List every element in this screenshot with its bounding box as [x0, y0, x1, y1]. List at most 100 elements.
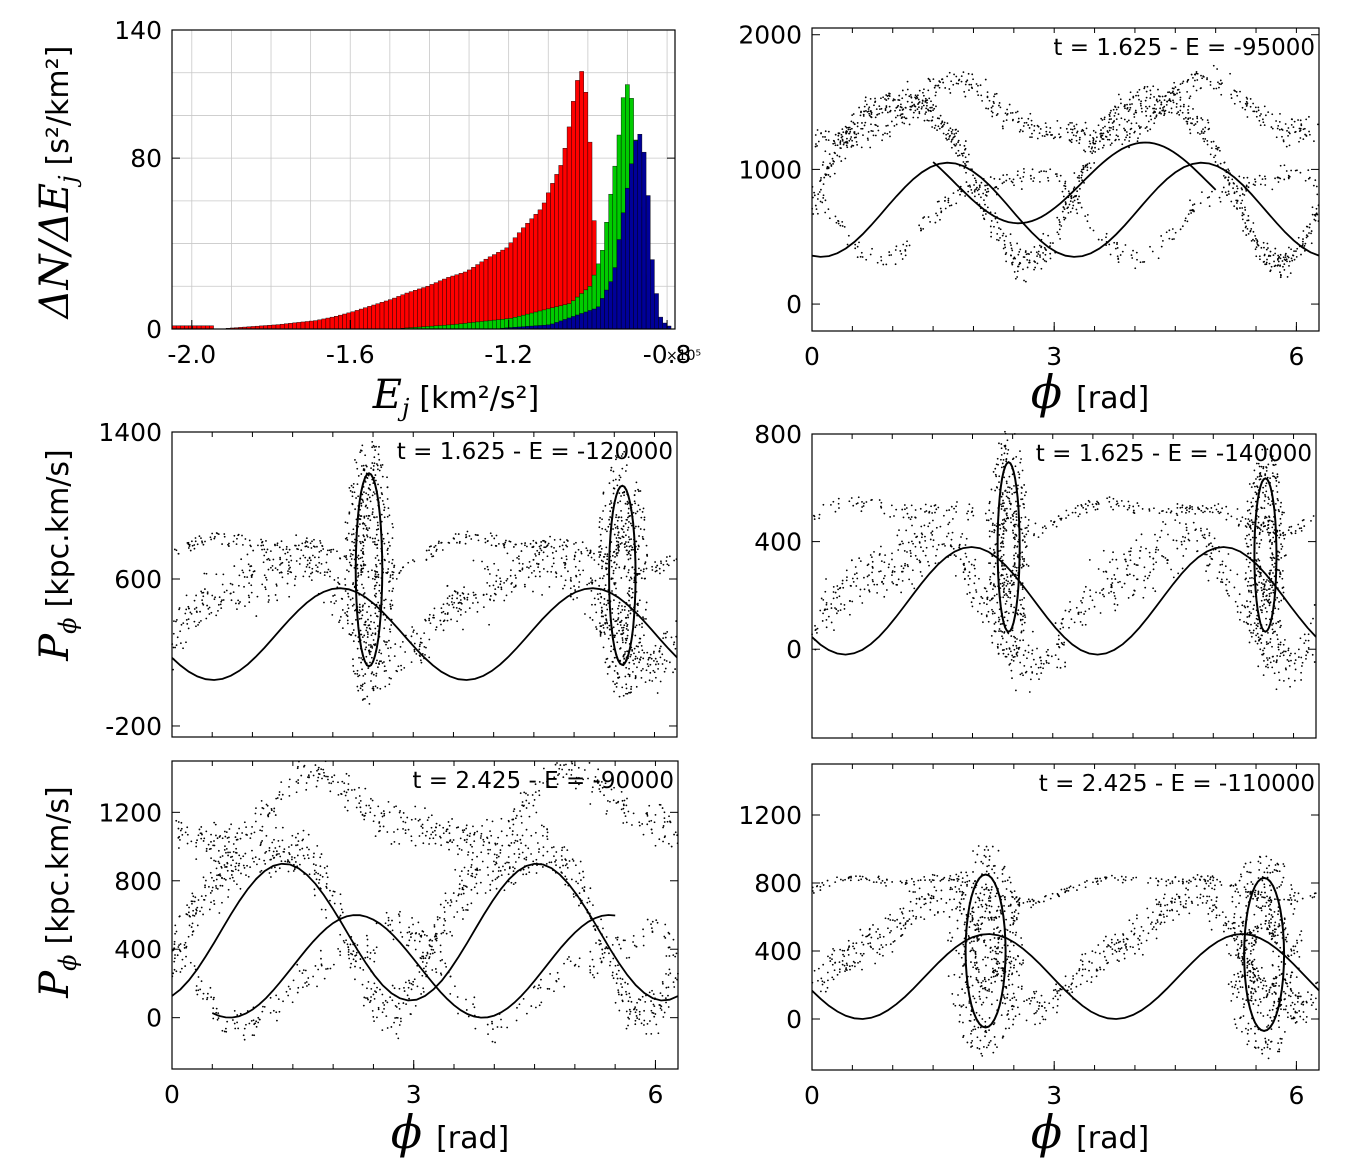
phase-point: [1044, 122, 1047, 125]
phase-point: [1305, 234, 1308, 237]
phase-point: [1170, 510, 1173, 513]
phase-point: [1317, 123, 1319, 126]
phase-point: [1072, 204, 1075, 207]
phase-point: [642, 570, 645, 573]
phase-point: [1279, 112, 1281, 115]
phase-point: [834, 591, 837, 594]
phase-point: [505, 579, 508, 582]
histogram-bar: [496, 252, 501, 330]
phase-point: [1277, 124, 1280, 127]
phase-point: [998, 178, 1001, 181]
phase-point: [921, 102, 924, 105]
phase-point: [663, 632, 665, 635]
island-point: [612, 492, 615, 495]
phase-point: [922, 104, 925, 107]
phase-point: [505, 539, 507, 542]
phase-point: [837, 497, 840, 500]
phase-point: [1287, 127, 1290, 129]
phase-point: [361, 636, 364, 639]
phase-point: [1210, 141, 1213, 143]
island-point: [610, 466, 613, 469]
phase-point: [1102, 587, 1105, 590]
phase-point: [1139, 133, 1141, 135]
phase-point: [1283, 650, 1285, 653]
phase-point: [205, 572, 208, 575]
island-point: [610, 469, 612, 472]
phase-point: [454, 533, 457, 535]
phase-point: [364, 564, 367, 566]
phase-point: [330, 548, 333, 551]
phase-point: [333, 594, 336, 597]
island-point: [622, 536, 625, 539]
phase-point: [555, 572, 558, 575]
island-point: [376, 554, 379, 557]
island-point: [366, 529, 369, 532]
island-point: [354, 609, 356, 612]
phase-point: [1030, 251, 1032, 254]
phase-point: [1209, 80, 1212, 83]
phase-point: [1242, 213, 1245, 216]
histogram-bar: [446, 324, 451, 330]
island-point: [613, 583, 616, 586]
ytick-label: 2000: [738, 21, 802, 50]
phase-point: [1187, 118, 1190, 121]
phase-point: [851, 577, 854, 580]
phase-point: [1022, 654, 1025, 656]
island-point: [362, 674, 365, 677]
phase-point: [1143, 87, 1146, 90]
phase-point: [1194, 79, 1196, 82]
island-point: [1000, 447, 1003, 450]
phase-point: [244, 538, 247, 540]
island-point: [639, 658, 641, 661]
phase-point: [895, 508, 898, 511]
phase-point: [217, 603, 220, 606]
phase-point: [275, 583, 278, 586]
phase-point: [655, 569, 658, 572]
phase-point: [653, 650, 655, 653]
island-point: [606, 626, 609, 629]
phase-point: [1078, 195, 1080, 198]
phase-point: [919, 561, 921, 564]
phase-point: [911, 104, 914, 107]
phase-point: [1041, 532, 1044, 534]
island-point: [641, 511, 644, 513]
phase-point: [1293, 679, 1296, 682]
island-point: [625, 534, 627, 537]
phase-point: [830, 603, 833, 605]
island-point: [360, 661, 362, 664]
phase-point: [566, 545, 569, 548]
island-point: [642, 507, 645, 510]
phase-point: [834, 133, 837, 136]
phase-point: [289, 570, 292, 573]
phase-point: [857, 132, 860, 135]
phase-point: [419, 659, 422, 662]
phase-point: [642, 668, 644, 670]
phase-point: [844, 157, 847, 160]
island-point: [616, 554, 618, 557]
phase-point: [931, 126, 934, 128]
phase-point: [1262, 674, 1265, 677]
island-point: [627, 558, 630, 561]
island-point: [608, 503, 611, 506]
phase-point: [985, 615, 988, 618]
phase-point: [1276, 127, 1279, 130]
island-point: [371, 446, 374, 449]
phase-point: [983, 218, 986, 221]
phase-point: [918, 89, 921, 92]
ytick-label: 1400: [98, 418, 162, 447]
phase-point: [1281, 260, 1284, 262]
island-point: [389, 630, 392, 633]
phase-point: [1273, 265, 1276, 268]
phase-point: [845, 579, 848, 582]
phase-point: [1112, 497, 1115, 500]
phase-point: [856, 245, 859, 248]
phase-point: [593, 552, 595, 555]
island-point: [988, 502, 991, 505]
phase-point: [222, 573, 225, 576]
phase-point: [1092, 150, 1095, 152]
island-point: [629, 557, 632, 560]
island-point: [361, 540, 364, 543]
phase-point: [822, 197, 825, 199]
island-point: [603, 603, 606, 606]
histogram-bar: [566, 126, 572, 330]
